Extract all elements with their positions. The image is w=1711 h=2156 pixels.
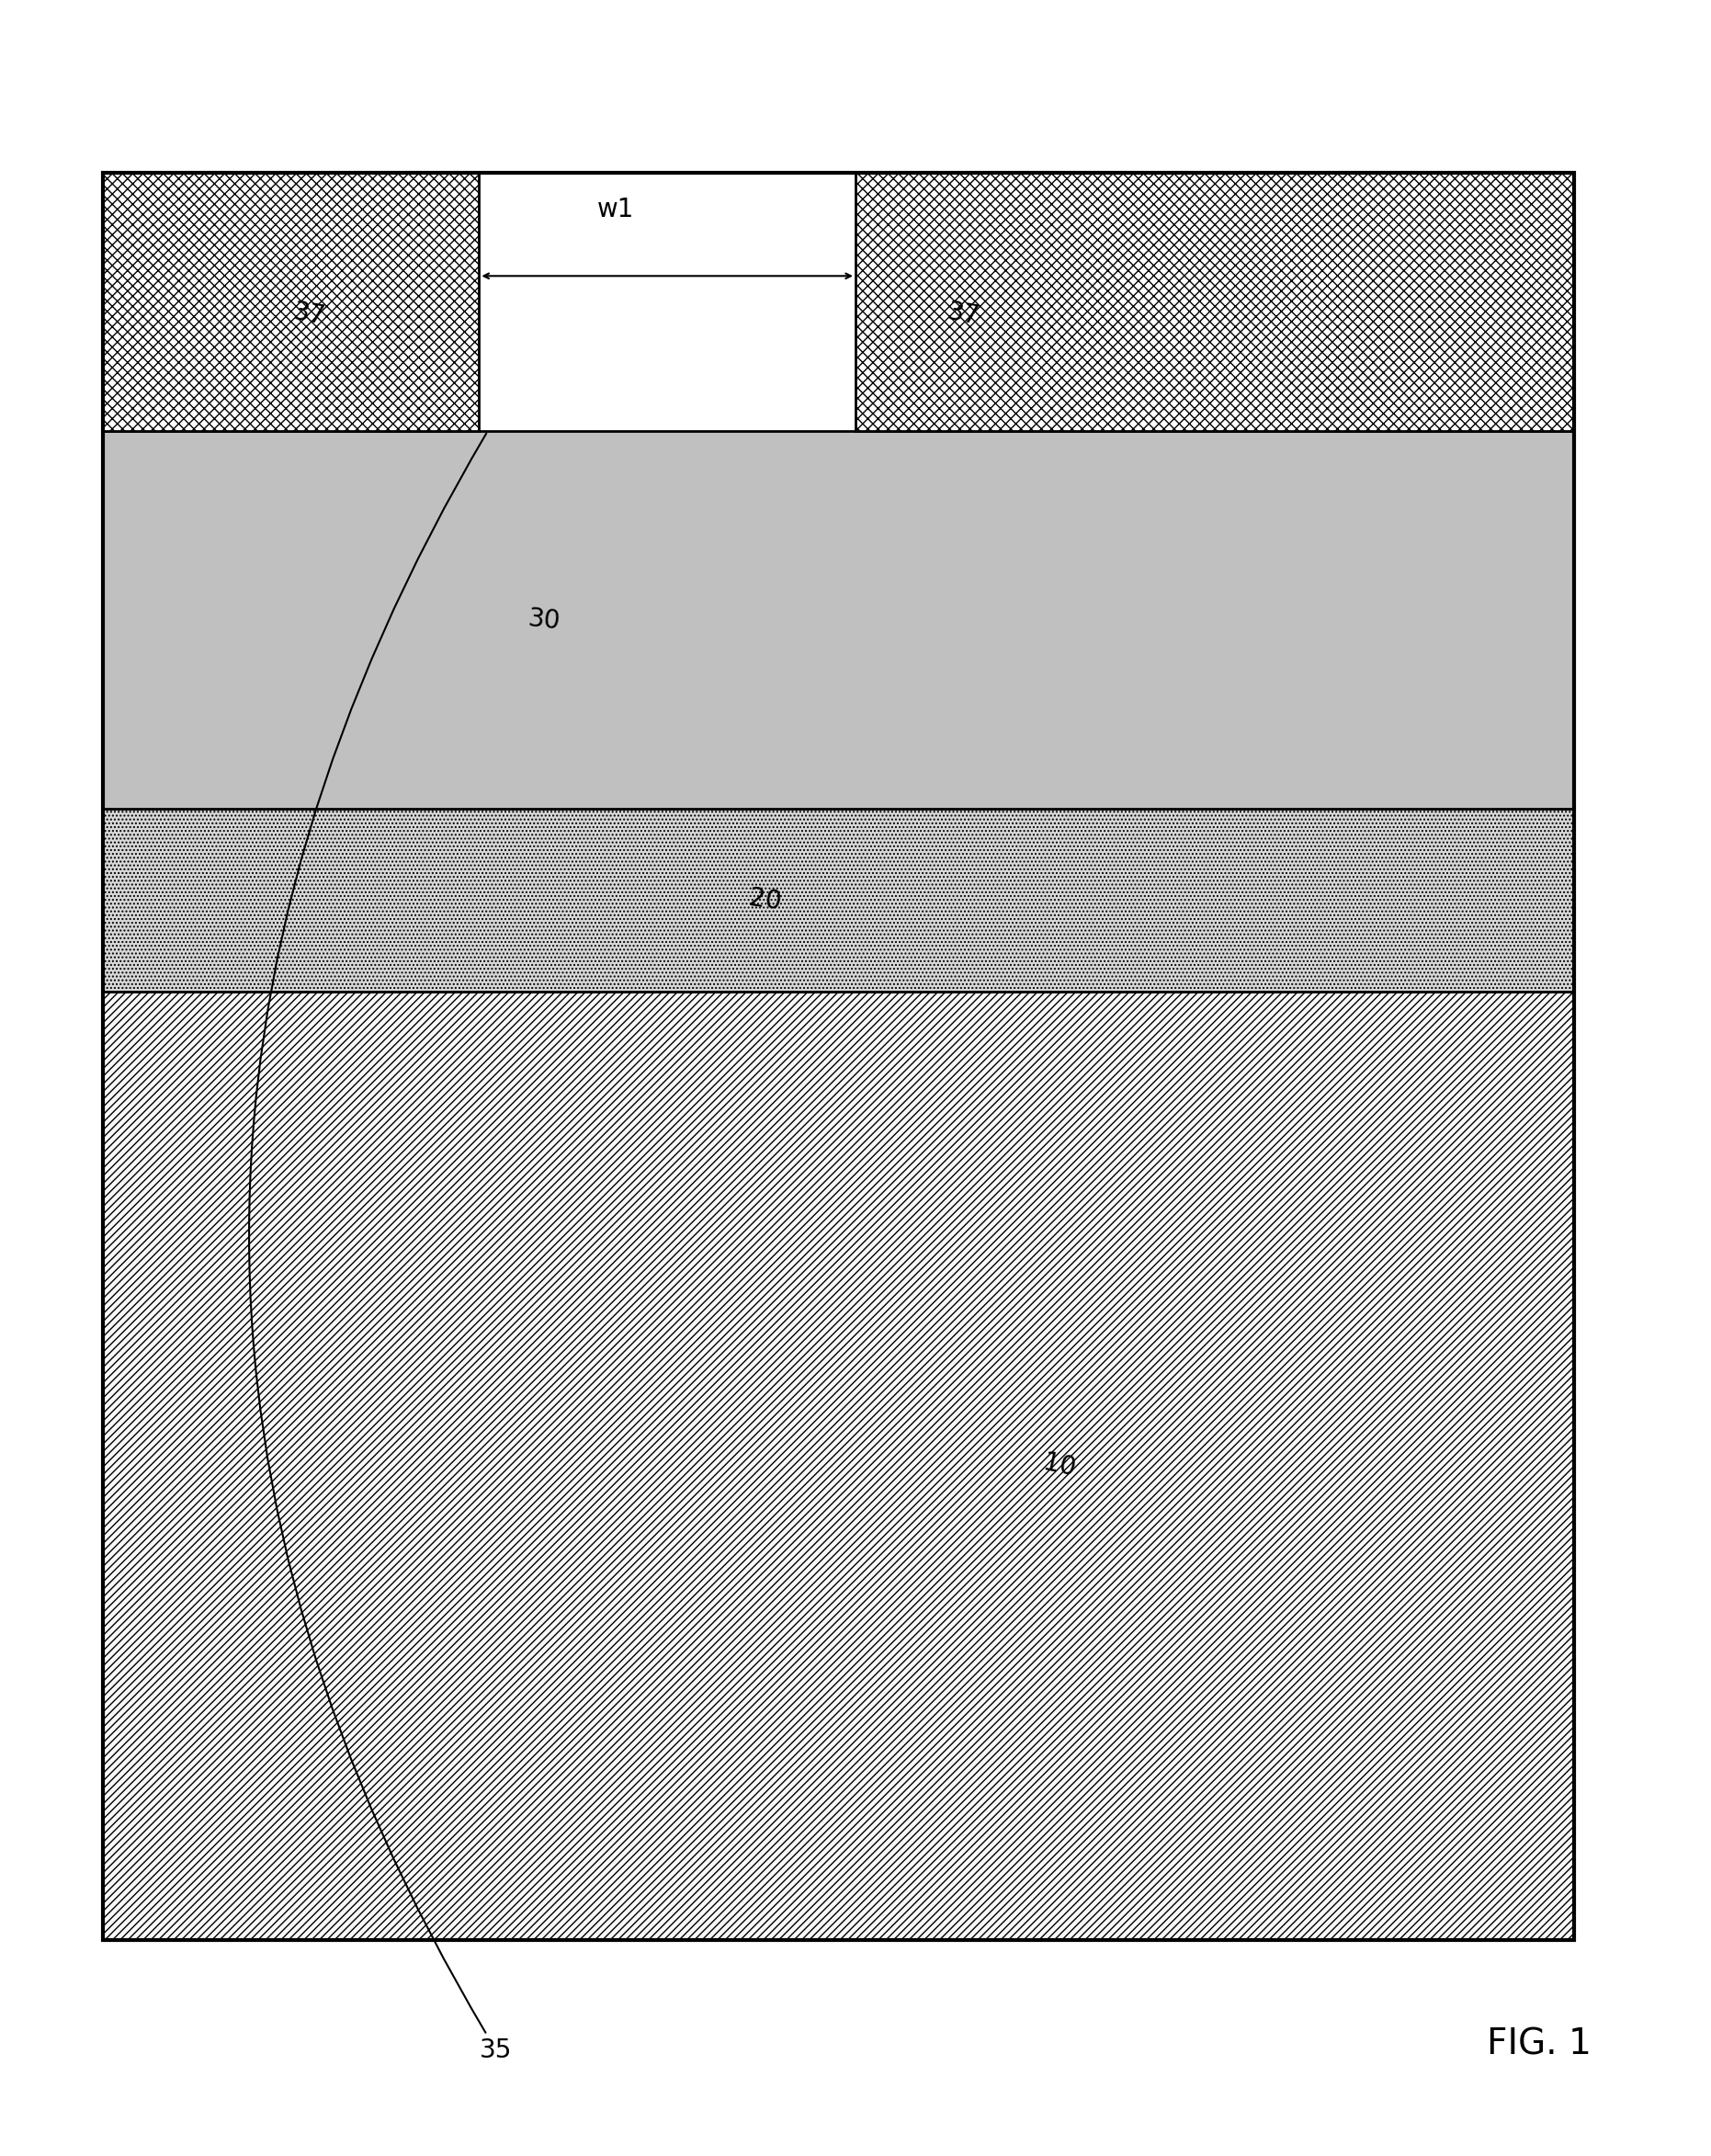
Bar bbox=[103, 431, 1574, 808]
Text: FIG. 1: FIG. 1 bbox=[1487, 2027, 1591, 2061]
Text: 30: 30 bbox=[527, 606, 561, 634]
Text: 20: 20 bbox=[748, 886, 782, 914]
Bar bbox=[103, 172, 479, 431]
Text: 35: 35 bbox=[250, 433, 512, 2063]
Bar bbox=[103, 992, 1574, 1940]
Text: 10: 10 bbox=[1040, 1451, 1078, 1481]
Text: 37: 37 bbox=[291, 300, 329, 330]
Bar bbox=[103, 172, 1574, 1940]
Bar bbox=[856, 172, 1574, 431]
Text: w1: w1 bbox=[597, 196, 635, 222]
Text: 37: 37 bbox=[944, 300, 982, 330]
Bar bbox=[103, 808, 1574, 992]
